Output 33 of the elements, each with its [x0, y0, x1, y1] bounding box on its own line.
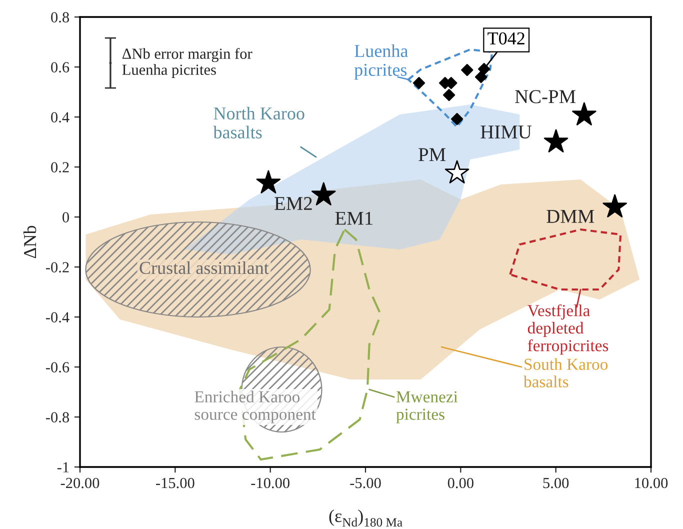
- annotation: Mwenezi picrites: [396, 391, 458, 424]
- y-tick-label: 0.4: [51, 112, 70, 123]
- y-tick-label: -0.2: [46, 262, 69, 273]
- annotation: Luenha picrites: [354, 44, 408, 80]
- data-label: EM2: [274, 197, 312, 210]
- x-tick-label: -10.00: [251, 478, 290, 488]
- y-tick-label: -0.6: [46, 362, 70, 373]
- x-tick-label: 10.00: [635, 478, 668, 488]
- y-tick-label: 0: [62, 212, 69, 222]
- annotation: ΔNb error margin for Luenha picrites: [122, 48, 252, 78]
- data-label: NC-PM: [515, 90, 576, 104]
- y-tick-label: -0.8: [46, 412, 69, 423]
- annotation: South Karoo basalts: [523, 358, 608, 388]
- y-tick-label: -0.4: [46, 312, 70, 323]
- y-tick-label: 0.2: [51, 162, 69, 173]
- annotation: Enriched Karoo source component: [194, 390, 316, 424]
- annotation: Vestfjella depleted ferropicrites: [527, 304, 608, 355]
- x-tick-label: -15.00: [156, 478, 194, 488]
- data-label: DMM: [546, 210, 594, 223]
- x-tick-label: -5.00: [350, 478, 381, 488]
- x-tick-label: -20.00: [60, 478, 100, 488]
- data-label: PM: [418, 148, 446, 162]
- y-axis-title: ΔNb: [23, 226, 36, 258]
- y-tick-label: 0.8: [51, 12, 69, 23]
- y-tick-label: 0.6: [51, 62, 70, 73]
- annotation: T042: [488, 32, 524, 45]
- annotation: Crustal assimilant: [140, 261, 269, 274]
- x-tick-label: 0.00: [448, 478, 474, 488]
- x-tick-label: 5.00: [543, 478, 569, 488]
- data-label: HIMU: [480, 126, 532, 139]
- y-tick-label: -1: [57, 462, 69, 472]
- annotation: North Karoo basalts: [213, 106, 304, 138]
- data-label: EM1: [335, 212, 372, 225]
